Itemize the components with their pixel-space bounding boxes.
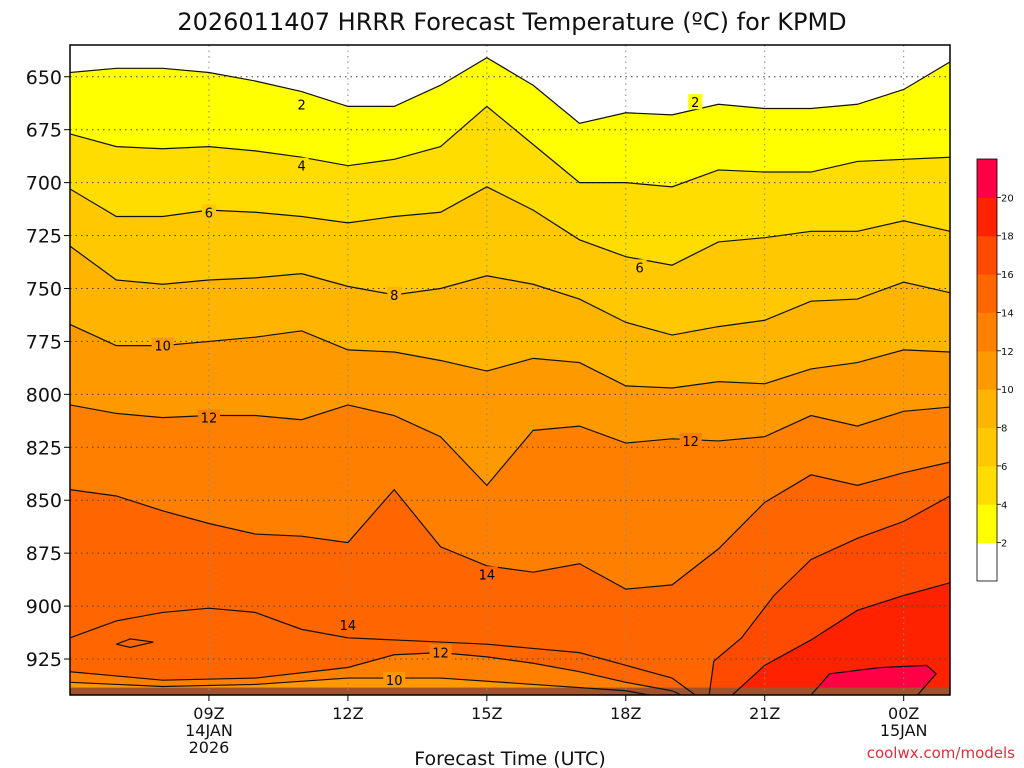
isotherm-2: [70, 57, 950, 124]
temp-band-6-8: [70, 186, 950, 336]
colorbar-swatch: [977, 504, 997, 544]
y-tick-label: 900: [26, 596, 62, 618]
isotherm-label: 12: [682, 435, 699, 450]
isotherm-label-bg: [688, 94, 703, 110]
colorbar-label: 12: [1001, 347, 1014, 358]
isotherm-label-bg: [632, 259, 647, 275]
colorbar-label: 8: [1001, 424, 1007, 435]
colorbar-label: 18: [1001, 232, 1014, 243]
isotherm-label-bg: [201, 204, 216, 220]
isotherm-label: 6: [205, 206, 213, 221]
colorbar-swatch: [977, 197, 997, 237]
colorbar-swatch: [977, 427, 997, 467]
colorbar-swatch: [977, 389, 997, 429]
y-tick-label: 875: [26, 543, 62, 565]
colorbar-swatch: [977, 159, 997, 198]
isotherm-label: 2: [691, 96, 699, 111]
y-tick-label: 700: [26, 173, 62, 195]
isotherm-label-bg: [151, 337, 174, 353]
isotherm-14: [70, 461, 950, 590]
isotherm-label-bg: [294, 157, 309, 173]
colorbar-label: 20: [1001, 193, 1014, 204]
x-tick-label: 21Z: [749, 704, 780, 723]
temp-band-8-10: [70, 246, 950, 388]
x-tick-label: 2026: [189, 738, 230, 757]
isotherm-label: 10: [154, 340, 171, 355]
temp-band-below-2: [70, 45, 950, 124]
isotherm-label: 2: [297, 98, 305, 113]
x-tick-label: 12Z: [332, 704, 363, 723]
chart-title: 2026011407 HRRR Forecast Temperature (ºC…: [177, 8, 846, 36]
terrain-ground: [70, 687, 950, 695]
y-tick-label: 675: [26, 120, 62, 142]
colorbar-label: 6: [1001, 462, 1007, 473]
colorbar-swatch: [977, 312, 997, 352]
credit-text: coolwx.com/models: [867, 744, 1015, 762]
y-tick-label: 775: [26, 331, 62, 353]
isotherm-14-loop: [116, 638, 154, 648]
y-tick-label: 925: [26, 649, 62, 671]
isotherm-label-bg: [679, 432, 702, 448]
isotherm-18: [731, 582, 950, 695]
x-axis-label: Forecast Time (UTC): [414, 748, 605, 768]
colorbar-label: 14: [1001, 308, 1014, 319]
x-tick-label: 15Z: [471, 704, 502, 723]
isotherm-8: [70, 245, 950, 336]
isotherm-label: 12: [432, 647, 449, 662]
y-tick-label: 825: [26, 437, 62, 459]
isotherm-label-bg: [475, 566, 498, 582]
colorbar-swatch: [977, 274, 997, 313]
x-tick-label: 14JAN: [185, 721, 233, 740]
y-tick-label: 725: [26, 226, 62, 248]
y-tick-label: 750: [26, 278, 62, 300]
isotherm-label: 14: [479, 568, 496, 583]
isotherm-14-lower: [70, 607, 696, 695]
temp-band-4-6: [70, 106, 950, 266]
y-tick-label: 650: [26, 67, 62, 89]
temp-band-2-4: [70, 57, 950, 187]
isotherm-label: 4: [297, 160, 305, 175]
isotherm-20: [810, 664, 937, 695]
isotherm-label: 14: [340, 619, 357, 634]
isotherm-label-bg: [197, 409, 220, 425]
isotherm-16: [708, 495, 950, 695]
isotherm-label: 10: [386, 674, 403, 689]
x-tick-label: 09Z: [193, 704, 224, 723]
colorbar-label: 10: [1001, 385, 1014, 396]
plot-frame: [69, 44, 951, 696]
colorbar-swatch: [977, 235, 997, 275]
isotherm-label-bg: [383, 672, 406, 688]
temp-band-12-14: [70, 404, 950, 590]
isotherm-label-bg: [336, 617, 359, 633]
isotherm-label: 12: [201, 412, 218, 427]
colorbar-frame: [976, 158, 998, 582]
colorbar-swatch: [977, 465, 997, 505]
colorbar-swatch: [977, 542, 997, 582]
isotherm-label: 8: [390, 289, 398, 304]
x-tick-label: 00Z: [888, 704, 919, 723]
y-tick-label: 800: [26, 384, 62, 406]
colorbar-label: 2: [1001, 539, 1007, 550]
colorbar-label: 4: [1001, 500, 1007, 511]
isotherm-label-bg: [387, 286, 402, 302]
isotherm-label-bg: [294, 96, 309, 112]
colorbar-label: 16: [1001, 270, 1014, 281]
temp-band-10-12: [70, 324, 950, 486]
isotherm-6: [70, 186, 950, 266]
isotherm-label: 6: [636, 261, 644, 276]
isotherm-4: [70, 105, 950, 188]
colorbar-swatch: [977, 350, 997, 390]
y-tick-label: 850: [26, 490, 62, 512]
x-tick-label: 18Z: [610, 704, 641, 723]
isotherm-10: [70, 323, 950, 389]
isotherm-label-bg: [429, 644, 452, 660]
x-tick-label: 15JAN: [880, 721, 928, 740]
